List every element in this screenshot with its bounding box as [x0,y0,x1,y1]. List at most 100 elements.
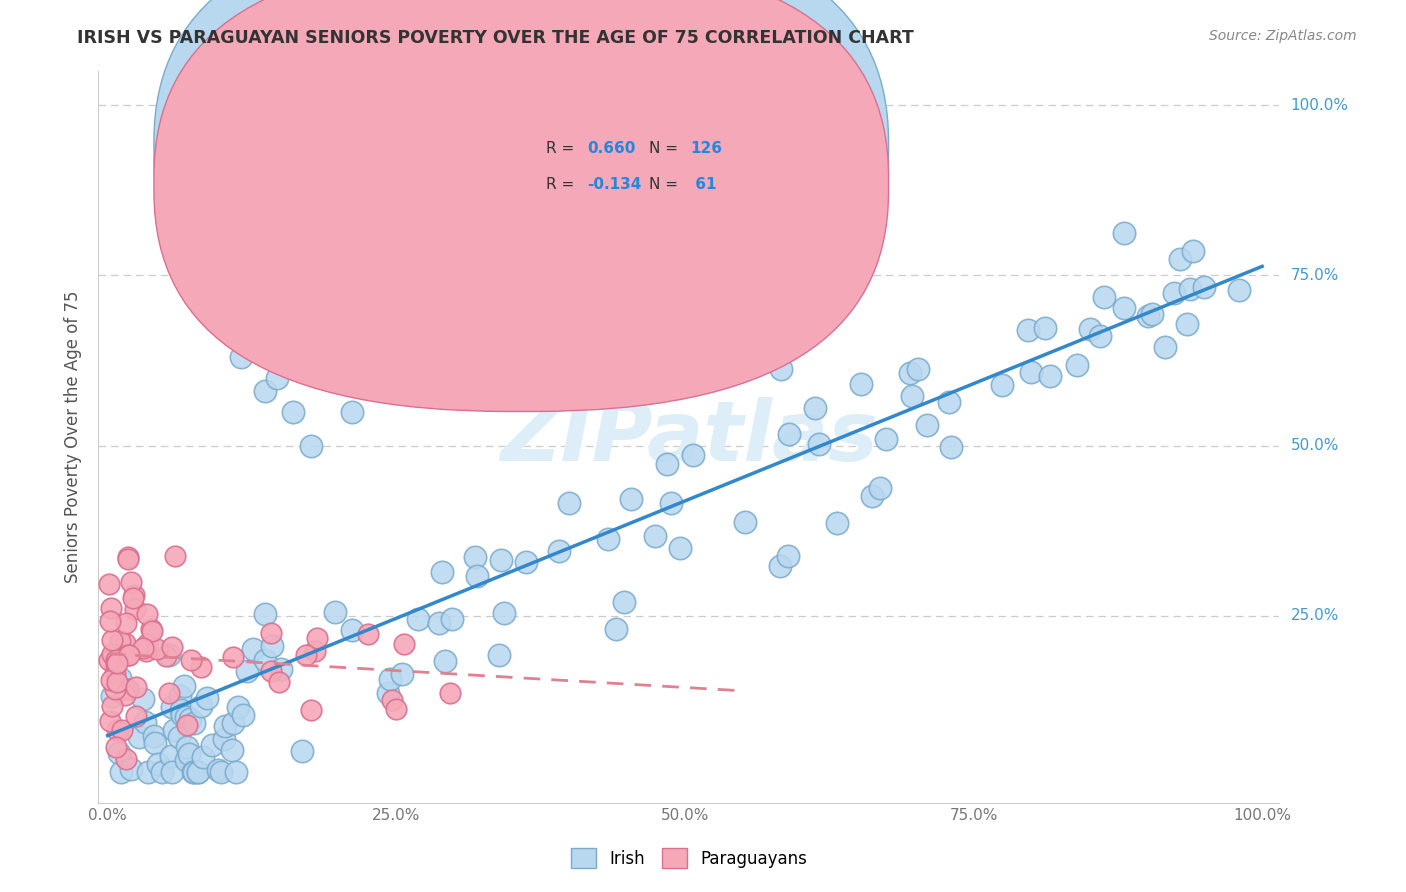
Point [98,714,121,728]
Point [381,693,404,707]
Point [103,666,125,681]
Point [1039,369,1062,384]
Point [1181,244,1204,259]
Point [1142,308,1164,322]
Point [105,675,128,690]
Point [778,426,800,441]
Point [125,708,148,723]
Point [257,316,280,330]
Point [191,750,214,764]
Point [117,552,139,566]
Point [101,632,124,647]
Point [132,692,155,706]
Legend: Irish, Paraguayans: Irish, Paraguayans [564,841,814,875]
Point [860,489,883,503]
Point [141,624,163,639]
Point [100,699,122,714]
Point [377,685,399,699]
Text: -0.134: -0.134 [588,177,641,192]
Y-axis label: Seniors Poverty Over the Age of 75: Seniors Poverty Over the Age of 75 [65,291,83,583]
Point [439,686,461,700]
Point [242,642,264,657]
Point [659,496,682,510]
Point [1090,328,1112,343]
Point [875,432,897,446]
Point [915,417,938,432]
Text: 0.660: 0.660 [588,142,636,156]
Point [225,765,247,780]
Point [114,689,136,703]
Point [340,623,363,637]
Point [120,762,142,776]
Point [104,653,127,667]
Point [180,653,202,667]
Point [307,631,329,645]
Point [105,740,128,755]
Point [1114,226,1136,240]
Point [869,481,891,495]
Point [195,690,218,705]
Point [207,764,229,778]
Point [596,532,619,546]
Point [770,362,793,376]
Point [1017,323,1039,337]
Point [221,742,243,756]
Point [150,765,173,780]
Point [176,740,198,755]
Point [134,715,156,730]
Point [214,719,236,733]
Point [1168,252,1191,266]
Point [655,457,678,471]
Point [644,528,666,542]
Text: 25.0%: 25.0% [1291,608,1339,624]
Point [132,640,155,655]
Point [114,751,136,765]
Point [1033,321,1056,335]
Point [323,605,346,619]
Point [991,378,1014,392]
Point [808,437,831,451]
Point [266,370,288,384]
Point [222,650,245,665]
Point [163,549,186,563]
Point [900,389,922,403]
FancyBboxPatch shape [153,0,889,411]
Point [183,715,205,730]
Point [136,765,159,780]
Point [143,729,166,743]
Point [179,712,201,726]
Point [128,731,150,745]
Point [174,753,197,767]
Point [114,636,136,650]
Point [105,723,128,737]
Point [669,541,692,555]
FancyBboxPatch shape [482,115,754,225]
Point [394,637,416,651]
Point [100,673,122,687]
Point [1092,290,1115,304]
Point [378,673,401,687]
Point [120,574,142,589]
Point [222,716,245,731]
Point [100,600,122,615]
Point [97,653,120,667]
Point [548,544,571,558]
Point [124,602,146,616]
Text: Source: ZipAtlas.com: Source: ZipAtlas.com [1209,29,1357,44]
Point [211,765,233,780]
Point [270,662,292,676]
Point [299,702,322,716]
Point [907,361,929,376]
Point [114,615,136,630]
Point [1136,309,1159,323]
Point [1019,365,1042,379]
Point [101,647,124,661]
Text: 75.0%: 75.0% [1291,268,1339,283]
Point [162,723,184,737]
Point [108,746,131,760]
Point [825,516,848,531]
Point [155,648,177,663]
Point [340,404,363,418]
Text: 50.0%: 50.0% [1291,438,1339,453]
Point [136,636,159,650]
